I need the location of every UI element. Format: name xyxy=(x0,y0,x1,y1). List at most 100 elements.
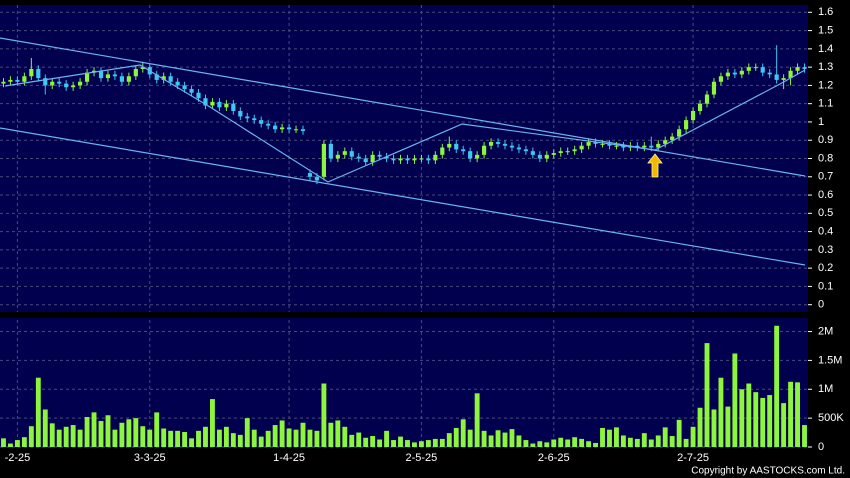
volume-bar xyxy=(565,439,571,447)
y-tick-label: 0.5 xyxy=(818,207,833,219)
volume-bar xyxy=(439,438,445,447)
candle-body xyxy=(635,145,640,148)
candle-body xyxy=(788,70,793,79)
candle-body xyxy=(398,158,403,161)
volume-bar xyxy=(356,432,362,447)
x-tick-label: 2-5-25 xyxy=(406,452,438,464)
y-tick-label: 0.4 xyxy=(818,226,833,238)
y-tick-label: 1.3 xyxy=(818,61,833,73)
candle-body xyxy=(704,94,710,104)
candle-body xyxy=(370,154,375,163)
volume-bar xyxy=(481,430,487,447)
volume-bar xyxy=(558,437,564,447)
volume-bar xyxy=(91,412,97,447)
volume-bar xyxy=(425,440,431,447)
candle-body xyxy=(760,67,765,73)
candle-body xyxy=(732,72,737,75)
volume-bar xyxy=(63,426,69,447)
volume-bar xyxy=(216,429,222,447)
volume-bar xyxy=(739,389,745,447)
y-tick-label: 0.9 xyxy=(818,134,833,146)
candle-body xyxy=(22,76,27,82)
y-tick-label: 0 xyxy=(818,441,824,453)
volume-bar xyxy=(300,422,306,447)
grid xyxy=(0,5,808,448)
volume-bar xyxy=(593,442,598,447)
candle-body xyxy=(753,67,758,69)
candle-body xyxy=(210,101,215,106)
volume-bar xyxy=(502,432,508,447)
candle-body xyxy=(43,78,48,86)
candle-body xyxy=(572,149,577,152)
trend-line xyxy=(0,37,806,177)
volume-bar xyxy=(398,436,403,447)
volume-bar xyxy=(251,429,257,447)
candle-body xyxy=(140,67,145,69)
candle-body xyxy=(739,70,744,75)
candle-body xyxy=(593,142,598,144)
volume-bar xyxy=(488,435,494,447)
volume-bar xyxy=(307,429,313,447)
volume-bar xyxy=(168,430,174,447)
candle-body xyxy=(614,145,619,147)
candle-body xyxy=(203,98,208,106)
volume-bar xyxy=(258,436,264,447)
candle-body xyxy=(607,143,612,146)
trend-lines xyxy=(0,37,806,266)
volume-bar xyxy=(98,421,104,447)
candle-body xyxy=(468,151,473,159)
candle-body xyxy=(217,101,222,108)
y-tick-label: 0.3 xyxy=(818,244,833,256)
candle-body xyxy=(461,149,466,152)
candle-body xyxy=(649,145,654,148)
volume-bar xyxy=(140,426,146,447)
candle-body xyxy=(565,151,570,153)
x-tick-label: 3-3-25 xyxy=(134,452,166,464)
volume-bar xyxy=(551,439,557,447)
signal-arrow xyxy=(647,153,663,178)
volume-bar xyxy=(56,429,62,447)
volume-bar xyxy=(8,443,13,447)
volume-bar xyxy=(509,429,515,447)
x-tick-label: 1-4-25 xyxy=(273,452,305,464)
volume-bar xyxy=(495,430,501,447)
volume-bar xyxy=(412,442,417,447)
candle-body xyxy=(98,70,104,79)
volume-bar xyxy=(286,428,292,447)
candle-body xyxy=(182,85,187,90)
volume-bar xyxy=(363,437,369,447)
candle-body xyxy=(718,76,724,82)
volume-bar xyxy=(718,377,724,447)
volume-bar xyxy=(370,436,376,447)
candle-body xyxy=(15,79,20,82)
volume-bar xyxy=(655,435,661,447)
volume-bar xyxy=(265,430,271,447)
candle-body xyxy=(530,151,535,155)
candle-body xyxy=(482,145,487,155)
y-tick-label: 0.6 xyxy=(818,189,833,201)
volume-bar xyxy=(133,418,139,447)
candle-body xyxy=(36,68,41,79)
candle-body xyxy=(586,142,591,146)
candle-body xyxy=(502,143,508,146)
volume-bar xyxy=(774,325,780,447)
candle-body xyxy=(600,143,605,145)
candle-body xyxy=(544,154,549,159)
y-tick-label: 1 xyxy=(818,116,824,128)
y-tick-label: 1.5M xyxy=(818,354,842,366)
candle-body xyxy=(280,127,285,130)
x-tick-label: -2-25 xyxy=(5,452,31,464)
volume-bar xyxy=(586,441,592,447)
volume-bar xyxy=(1,438,6,447)
volume-bar xyxy=(42,409,48,447)
candle-body xyxy=(684,120,689,130)
volume-bar xyxy=(662,427,668,447)
candle-body xyxy=(133,68,138,77)
candle-body xyxy=(537,154,542,159)
candle-body xyxy=(677,129,682,137)
candle-body xyxy=(84,72,90,82)
volume-bar xyxy=(648,439,654,447)
volume-bar xyxy=(579,438,585,447)
candle-body xyxy=(384,156,389,159)
